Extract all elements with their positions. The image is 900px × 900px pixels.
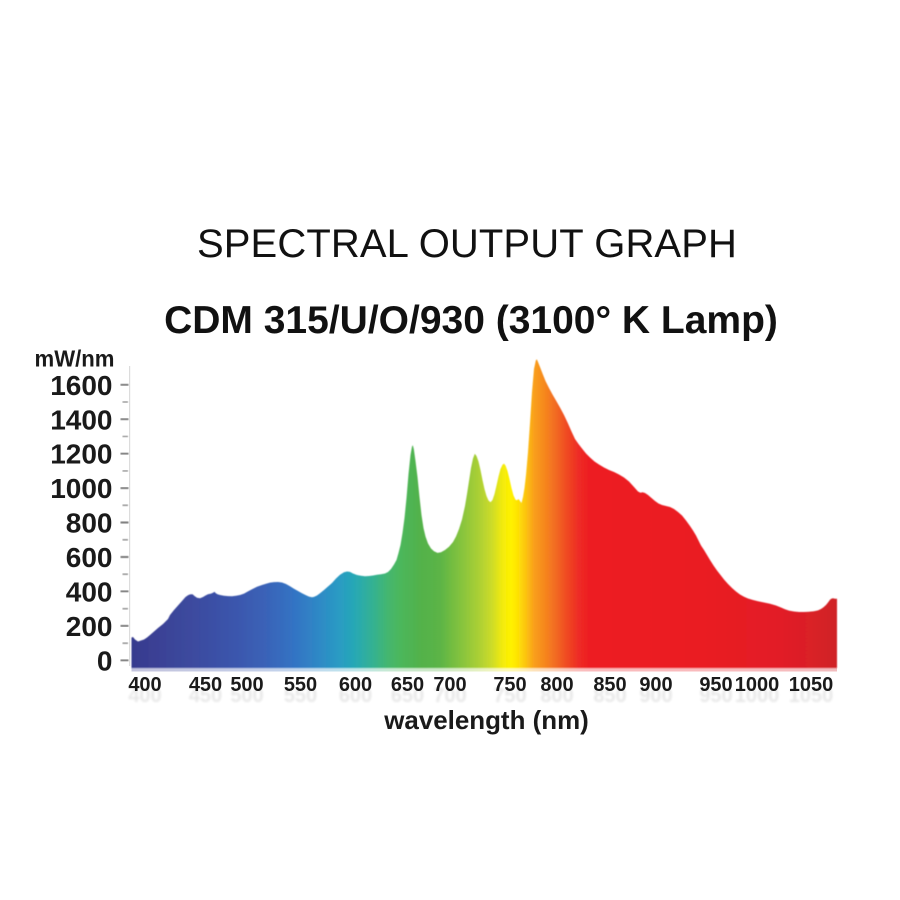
svg-text:800: 800 (540, 685, 573, 707)
svg-text:1000: 1000 (735, 685, 780, 707)
svg-text:850: 850 (593, 674, 626, 696)
svg-text:700: 700 (433, 674, 466, 696)
svg-text:1400: 1400 (50, 404, 112, 435)
svg-text:400: 400 (128, 674, 161, 696)
svg-text:200: 200 (66, 611, 113, 642)
svg-text:800: 800 (66, 508, 113, 539)
svg-text:wavelength (nm): wavelength (nm) (383, 705, 588, 735)
svg-text:500: 500 (230, 674, 263, 696)
svg-text:550: 550 (284, 674, 317, 696)
svg-text:1600: 1600 (50, 370, 112, 401)
svg-text:450: 450 (189, 674, 222, 696)
svg-text:CDM 315/U/O/930 (3100° K Lamp): CDM 315/U/O/930 (3100° K Lamp) (164, 299, 778, 342)
svg-text:400: 400 (128, 685, 161, 707)
svg-text:600: 600 (339, 674, 372, 696)
svg-text:650: 650 (391, 674, 424, 696)
svg-text:750: 750 (493, 674, 526, 696)
svg-text:900: 900 (639, 674, 672, 696)
svg-text:950: 950 (699, 674, 732, 696)
svg-text:0: 0 (97, 646, 113, 677)
svg-text:550: 550 (284, 685, 317, 707)
svg-text:900: 900 (639, 685, 672, 707)
svg-text:600: 600 (66, 542, 113, 573)
svg-text:1200: 1200 (50, 439, 112, 470)
svg-text:1000: 1000 (50, 473, 112, 504)
svg-text:1050: 1050 (789, 685, 834, 707)
svg-text:450: 450 (189, 685, 222, 707)
svg-text:600: 600 (339, 685, 372, 707)
svg-text:750: 750 (493, 685, 526, 707)
svg-text:700: 700 (433, 685, 466, 707)
svg-text:500: 500 (230, 685, 263, 707)
svg-text:800: 800 (540, 674, 573, 696)
svg-text:1050: 1050 (789, 674, 834, 696)
svg-text:650: 650 (391, 685, 424, 707)
svg-text:SPECTRAL OUTPUT GRAPH: SPECTRAL OUTPUT GRAPH (197, 222, 737, 266)
svg-text:1000: 1000 (735, 674, 780, 696)
svg-text:850: 850 (593, 685, 626, 707)
svg-text:950: 950 (699, 685, 732, 707)
svg-text:mW/nm: mW/nm (35, 346, 115, 372)
svg-text:400: 400 (66, 577, 113, 608)
